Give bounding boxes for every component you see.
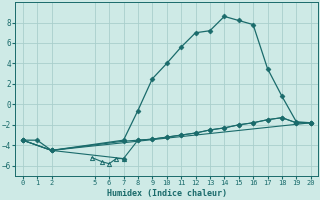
X-axis label: Humidex (Indice chaleur): Humidex (Indice chaleur) — [107, 189, 227, 198]
